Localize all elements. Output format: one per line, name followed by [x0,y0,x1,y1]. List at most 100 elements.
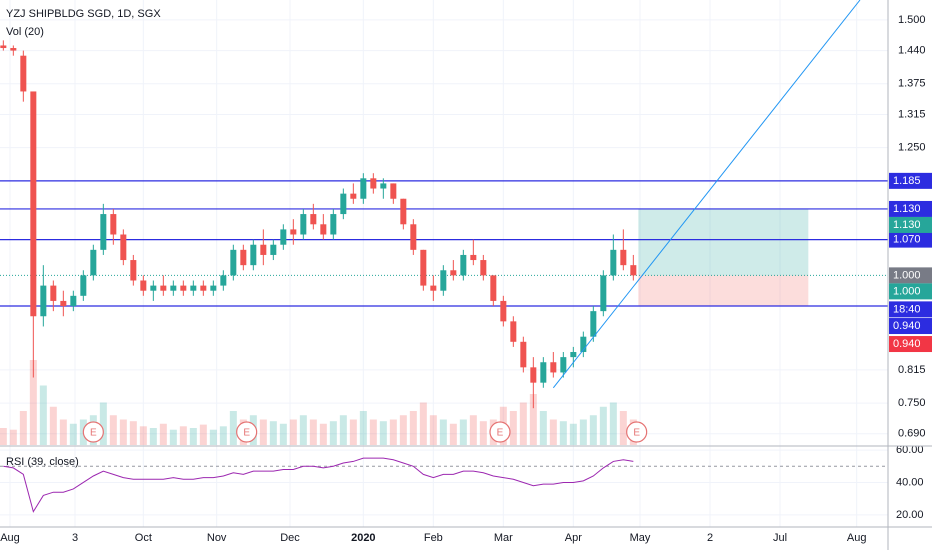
volume-bar [219,426,227,445]
hline-label-text: 1.070 [893,234,921,246]
volume-bar [469,415,477,445]
current-price-label-text: 1.000 [893,269,921,281]
volume-title: Vol (20) [6,26,44,38]
x-tick-label: 2 [707,532,713,544]
candle-body [390,183,397,199]
candle-body [0,45,7,49]
candle-body [600,275,607,312]
candle-body [110,214,117,235]
volume-bar [19,411,27,445]
volume-bar [0,428,7,445]
candle-body [570,352,577,358]
candle-body [130,260,137,281]
candle-body [210,285,217,291]
candle-body [230,249,237,276]
candle-body [490,275,497,301]
candle-body [350,193,357,199]
candle-body [630,265,637,276]
stop-label: 0.940 [889,336,932,353]
candle-body [190,285,197,291]
candle-body [440,270,447,291]
hline-label-text: 1.185 [893,175,921,187]
volume-bar [379,421,387,445]
candle-body [280,229,287,245]
x-tick-label: Aug [0,532,20,544]
candle-body [220,275,227,286]
volume-bar [329,421,337,445]
entry-label-box [889,283,932,300]
candle-body [240,249,247,266]
y-tick-label: 0.690 [898,428,926,440]
volume-bar [299,415,307,445]
entry-label: 1.000 [889,283,932,300]
volume-bar [599,406,607,445]
candle-body [540,362,547,383]
candle-body [290,229,297,235]
volume-bar [279,423,287,445]
candle-body [330,214,337,235]
candle-body [140,280,147,291]
volume-bar [459,419,467,445]
countdown-label-box [889,301,932,318]
volume-bar [199,424,207,445]
candle-body [530,367,537,383]
current-price-label: 1.000 [889,267,932,284]
x-tick-label: Mar [494,532,513,544]
volume-bar [129,421,137,445]
hline-label-text: 0.940 [893,320,921,332]
candle-body [260,244,267,255]
hline-label: 1.130 [889,200,932,217]
candle-body [100,214,107,250]
volume-bar [569,423,577,445]
candle-body [610,249,617,276]
volume-bar [409,411,417,445]
volume-bar [59,419,67,445]
candle-body [520,341,527,368]
volume-bar [289,419,297,445]
y-tick-label: 1.375 [898,78,926,90]
rsi-tick-label: 40.00 [896,476,924,488]
volume-bar [479,421,487,445]
candle-body [200,285,207,291]
volume-bar [579,419,587,445]
y-tick-label: 1.250 [898,142,926,154]
earnings-marker [82,421,104,443]
candle-body [560,357,567,373]
candle-body [460,254,467,276]
stop-zone [638,275,809,307]
candle-body [150,285,157,291]
stop-label-box [889,336,932,353]
volume-bar [149,428,157,445]
target-label: 1.130 [889,216,932,233]
volume-bar [509,411,517,445]
volume-bar [9,429,17,445]
candle-body [20,55,27,92]
target-zone [638,208,809,276]
candle-body [590,311,597,337]
stop-label-text: 0.940 [893,338,921,350]
candle-body [50,285,57,301]
hline-label: 1.070 [889,231,932,248]
target-label-text: 1.130 [893,219,921,231]
y-tick-label: 1.500 [898,14,926,26]
hline-label-text: 1.130 [893,203,921,215]
volume-bar [309,419,317,445]
y-tick-label: 1.315 [898,108,926,120]
volume-bar [229,411,237,445]
volume-bar [169,429,177,445]
rsi-tick-label: 20.00 [896,509,924,521]
candle-body [60,300,67,307]
hline-label-box [889,172,932,189]
x-tick-label: 3 [72,532,78,544]
candle-body [70,295,77,307]
volume-bar [449,423,457,445]
volume-bar [319,423,327,445]
hline-label: 0.940 [889,318,932,335]
candle-body [160,285,167,291]
candle-body [270,244,277,255]
volume-bar [519,402,527,445]
candle-body [30,91,37,317]
volume-bar [209,429,217,445]
volume-bar [119,419,127,445]
